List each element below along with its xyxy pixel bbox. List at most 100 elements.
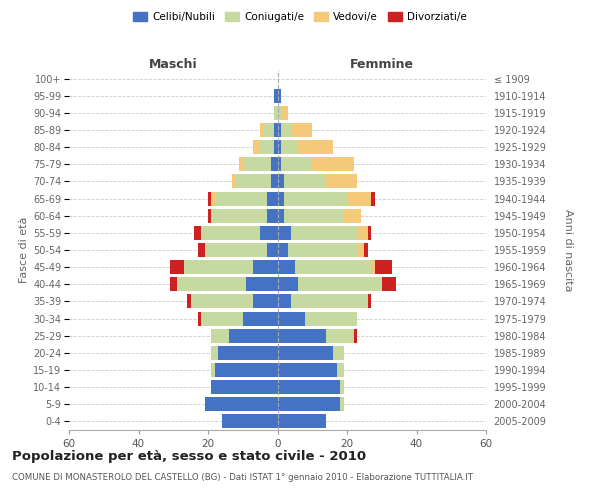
Bar bbox=[274, 140, 277, 154]
Bar bbox=[211, 192, 215, 205]
Bar bbox=[260, 226, 277, 240]
Bar bbox=[267, 192, 277, 205]
Bar bbox=[215, 192, 267, 205]
Bar bbox=[298, 278, 382, 291]
Bar bbox=[292, 226, 358, 240]
Bar bbox=[246, 278, 277, 291]
Bar bbox=[295, 260, 371, 274]
Bar bbox=[187, 294, 191, 308]
Bar bbox=[281, 123, 292, 137]
Bar bbox=[211, 346, 218, 360]
Bar bbox=[201, 226, 260, 240]
Bar bbox=[333, 346, 344, 360]
Bar bbox=[232, 174, 236, 188]
Text: Popolazione per età, sesso e stato civile - 2010: Popolazione per età, sesso e stato civil… bbox=[12, 450, 366, 463]
Bar bbox=[312, 158, 354, 172]
Bar bbox=[371, 192, 375, 205]
Bar bbox=[177, 278, 246, 291]
Bar bbox=[277, 294, 292, 308]
Bar bbox=[208, 208, 211, 222]
Bar bbox=[201, 312, 243, 326]
Bar bbox=[253, 140, 260, 154]
Bar bbox=[298, 140, 333, 154]
Bar bbox=[284, 174, 326, 188]
Bar bbox=[271, 174, 277, 188]
Bar bbox=[368, 294, 371, 308]
Bar bbox=[371, 260, 375, 274]
Bar bbox=[281, 106, 288, 120]
Bar bbox=[292, 123, 312, 137]
Y-axis label: Fasce di età: Fasce di età bbox=[19, 217, 29, 283]
Legend: Celibi/Nubili, Coniugati/e, Vedovi/e, Divorziati/e: Celibi/Nubili, Coniugati/e, Vedovi/e, Di… bbox=[129, 8, 471, 26]
Bar bbox=[375, 260, 392, 274]
Bar bbox=[326, 174, 358, 188]
Bar bbox=[288, 243, 358, 257]
Text: Maschi: Maschi bbox=[149, 58, 197, 71]
Bar bbox=[170, 278, 177, 291]
Bar bbox=[194, 226, 201, 240]
Bar bbox=[277, 123, 281, 137]
Bar bbox=[229, 328, 277, 342]
Bar bbox=[222, 414, 277, 428]
Bar bbox=[277, 208, 284, 222]
Bar bbox=[277, 312, 305, 326]
Bar bbox=[236, 174, 271, 188]
Bar bbox=[197, 312, 201, 326]
Bar bbox=[243, 312, 277, 326]
Bar bbox=[277, 88, 281, 102]
Bar bbox=[239, 158, 243, 172]
Bar bbox=[218, 346, 277, 360]
Bar bbox=[382, 278, 395, 291]
Bar bbox=[260, 123, 263, 137]
Bar bbox=[354, 328, 358, 342]
Bar bbox=[277, 226, 292, 240]
Bar bbox=[284, 208, 344, 222]
Bar bbox=[274, 106, 277, 120]
Bar bbox=[340, 380, 344, 394]
Bar bbox=[274, 123, 277, 137]
Bar bbox=[337, 363, 344, 377]
Bar bbox=[281, 158, 312, 172]
Bar bbox=[277, 192, 284, 205]
Bar bbox=[347, 192, 371, 205]
Bar bbox=[184, 260, 253, 274]
Bar bbox=[277, 174, 284, 188]
Bar bbox=[277, 328, 326, 342]
Bar bbox=[277, 278, 298, 291]
Text: COMUNE DI MONASTEROLO DEL CASTELLO (BG) - Dati ISTAT 1° gennaio 2010 - Elaborazi: COMUNE DI MONASTEROLO DEL CASTELLO (BG) … bbox=[12, 472, 473, 482]
Bar bbox=[284, 192, 347, 205]
Bar bbox=[263, 123, 274, 137]
Bar bbox=[274, 88, 277, 102]
Bar bbox=[368, 226, 371, 240]
Bar bbox=[197, 243, 205, 257]
Bar bbox=[267, 208, 277, 222]
Bar bbox=[277, 260, 295, 274]
Bar bbox=[277, 398, 340, 411]
Bar bbox=[358, 226, 368, 240]
Bar bbox=[191, 294, 253, 308]
Bar bbox=[243, 158, 271, 172]
Bar bbox=[277, 158, 281, 172]
Bar bbox=[267, 243, 277, 257]
Bar bbox=[211, 363, 215, 377]
Text: Femmine: Femmine bbox=[350, 58, 414, 71]
Bar bbox=[253, 294, 277, 308]
Y-axis label: Anni di nascita: Anni di nascita bbox=[563, 209, 573, 291]
Bar bbox=[277, 243, 288, 257]
Bar bbox=[205, 243, 267, 257]
Bar bbox=[260, 140, 274, 154]
Bar bbox=[277, 106, 281, 120]
Bar bbox=[208, 192, 211, 205]
Bar bbox=[364, 243, 368, 257]
Bar bbox=[326, 328, 354, 342]
Bar bbox=[277, 414, 326, 428]
Bar bbox=[271, 158, 277, 172]
Bar bbox=[211, 328, 229, 342]
Bar bbox=[277, 346, 333, 360]
Bar bbox=[211, 208, 267, 222]
Bar bbox=[277, 140, 281, 154]
Bar bbox=[253, 260, 277, 274]
Bar bbox=[170, 260, 184, 274]
Bar bbox=[205, 398, 277, 411]
Bar bbox=[344, 208, 361, 222]
